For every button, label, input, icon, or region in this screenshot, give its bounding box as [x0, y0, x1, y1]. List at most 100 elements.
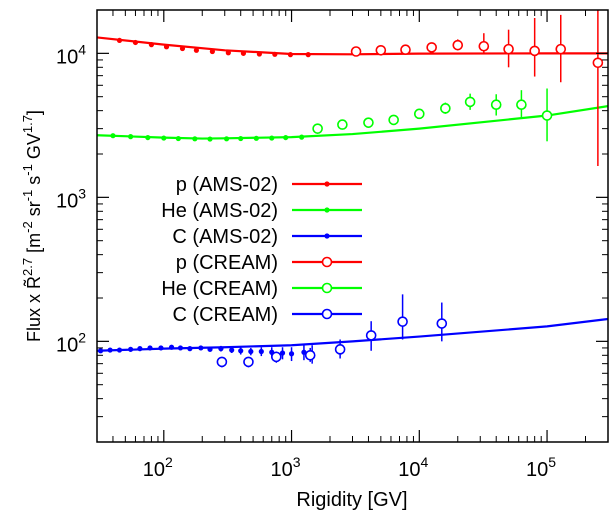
cream-point-C: [304, 350, 316, 361]
ams-point-C: [128, 346, 134, 352]
ams-point-He: [223, 136, 230, 142]
axis-ticks: [96, 9, 609, 443]
ams-point-He: [175, 135, 181, 142]
cream-point-He: [516, 99, 527, 110]
cream-point-p: [350, 46, 362, 57]
legend-label: C (AMS-02): [172, 226, 278, 248]
cream-point-C: [216, 356, 228, 368]
cream-point-p: [592, 57, 604, 69]
legend-marker-circle: [321, 256, 333, 268]
cream-point-p: [529, 45, 540, 57]
tick-labels: 102 103 104 105 102 103 104: [56, 41, 556, 481]
ams-point-He: [238, 135, 244, 142]
legend-marker-circle: [321, 308, 333, 320]
cream-point-He: [337, 119, 348, 130]
ams-point-He: [110, 133, 116, 139]
cream-point-p: [503, 43, 514, 55]
ams-point-He: [207, 136, 213, 142]
ams-point-p: [116, 37, 123, 44]
cream-point-He: [541, 110, 553, 121]
ams-point-C: [279, 350, 286, 356]
ams-point-C: [97, 348, 104, 354]
ams-point-He: [283, 134, 289, 141]
ams-point-p: [240, 50, 247, 56]
cream-point-C: [243, 356, 254, 368]
ams-point-He: [128, 134, 134, 140]
cream-point-p: [426, 42, 437, 53]
ams-point-C: [107, 347, 113, 353]
ams-point-C: [229, 347, 235, 353]
ams-point-He: [299, 134, 305, 140]
ams-point-p: [272, 51, 278, 57]
cream-point-He: [464, 96, 476, 108]
model-curve-C: [97, 317, 608, 352]
ams-point-C: [158, 345, 164, 351]
ams-point-C: [116, 347, 123, 353]
ams-point-C: [207, 346, 213, 352]
ams-point-p: [305, 52, 311, 58]
legend-label: He (CREAM): [161, 278, 278, 300]
ams-point-He: [161, 135, 167, 141]
ams-point-C: [258, 348, 264, 355]
y-tick-label: 102: [56, 329, 86, 356]
ams-point-C: [147, 345, 153, 351]
cream-point-p: [555, 43, 567, 55]
model-curve-p: [97, 36, 608, 56]
ams-point-He: [269, 135, 275, 141]
legend-marker-dot: [324, 233, 330, 239]
legend-marker-dot: [324, 181, 330, 187]
cream-point-C: [334, 344, 346, 355]
x-tick-label: 103: [271, 454, 301, 481]
cream-point-p: [400, 44, 411, 56]
y-tick-label: 103: [56, 185, 86, 212]
cream-point-C: [436, 318, 448, 329]
ams-point-He: [145, 134, 151, 141]
cream-point-He: [413, 108, 425, 120]
legend: p (AMS-02) He (AMS-02) C (AMS-02) p (CREAM)…: [161, 174, 362, 326]
cream-point-He: [388, 114, 399, 126]
cream-point-C: [397, 316, 408, 327]
cream-point-He: [363, 117, 374, 128]
legend-label: He (AMS-02): [161, 200, 278, 222]
legend-label: C (CREAM): [172, 304, 278, 326]
ams-point-p: [209, 48, 215, 55]
cream-point-p: [452, 39, 464, 51]
ams-point-C: [177, 345, 184, 351]
ams-point-C: [168, 344, 175, 350]
x-tick-label: 104: [398, 454, 428, 481]
data-points: [97, 10, 604, 368]
ams-point-p: [179, 45, 186, 52]
legend-marker-dot: [324, 207, 330, 213]
ams-point-C: [288, 351, 295, 357]
model-curve-He: [97, 105, 608, 140]
ams-point-p: [256, 51, 262, 57]
cream-point-He: [490, 99, 502, 110]
cream-point-p: [478, 40, 490, 52]
ams-point-C: [218, 346, 224, 352]
y-tick-label: 104: [56, 41, 86, 68]
ams-point-p: [148, 42, 155, 48]
cream-point-C: [271, 351, 282, 363]
ams-point-C: [137, 346, 143, 352]
ams-point-p: [225, 50, 231, 56]
ams-point-C: [248, 348, 254, 355]
legend-label: p (AMS-02): [176, 174, 278, 196]
legend-label: p (CREAM): [176, 252, 278, 274]
x-axis-label: Rigidity [GV]: [296, 489, 407, 511]
y-axis-label: Flux x R̃2.7 [m-2 sr-1 s-1 GV1.7]: [20, 110, 44, 342]
x-tick-label: 105: [526, 454, 556, 481]
cream-point-He: [440, 103, 451, 114]
cream-point-He: [312, 123, 323, 134]
ams-point-p: [163, 44, 170, 50]
ams-point-C: [187, 346, 193, 352]
ams-point-He: [192, 136, 198, 142]
ams-point-p: [132, 39, 139, 46]
ams-point-p: [287, 52, 294, 58]
ams-point-He: [253, 135, 259, 141]
x-tick-label: 102: [143, 454, 173, 481]
ams-point-C: [198, 345, 204, 351]
ams-point-p: [193, 47, 200, 53]
ams-point-C: [238, 348, 244, 354]
legend-marker-circle: [321, 282, 333, 294]
